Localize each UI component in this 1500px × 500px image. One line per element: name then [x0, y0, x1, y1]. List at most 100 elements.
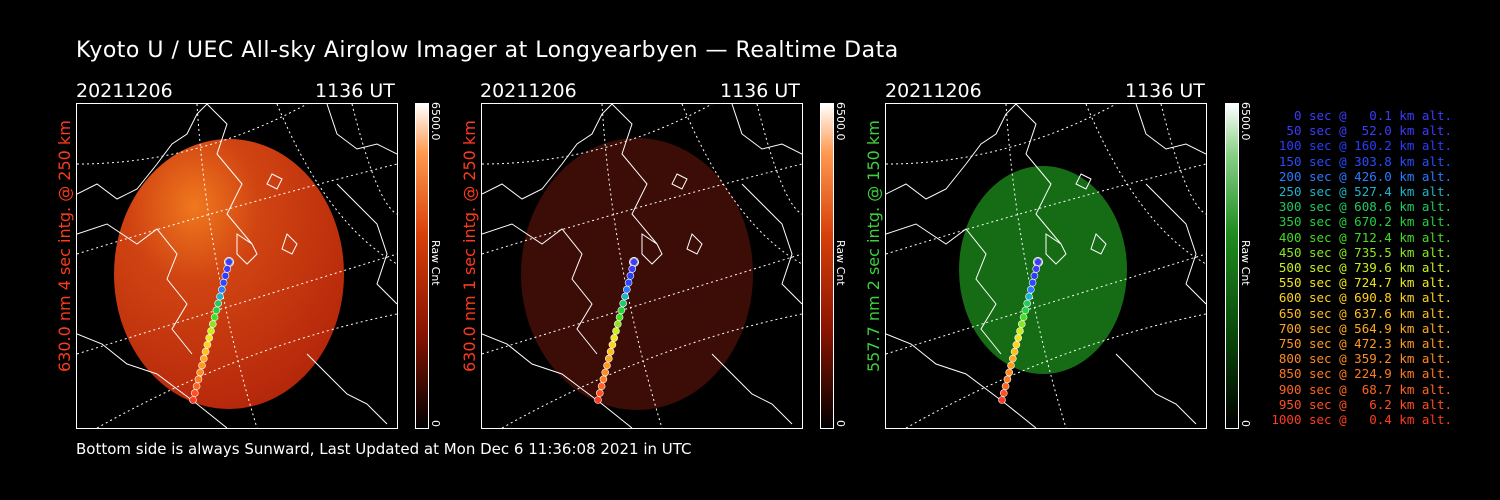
coastline — [326, 104, 397, 155]
panel-1-colorbar — [415, 103, 429, 429]
legend-entry: 400 sec @ 712.4 km alt. — [1278, 229, 1452, 245]
grid-line — [351, 104, 397, 215]
grid-line — [276, 104, 397, 265]
coastline — [336, 183, 397, 305]
trajectory-point — [192, 382, 201, 391]
panel-3-image — [885, 103, 1207, 429]
coastline — [686, 233, 703, 255]
panel-2-colorbar-max: 6500.0 — [834, 102, 847, 141]
coastline — [482, 333, 633, 428]
trajectory-point — [216, 292, 224, 301]
panel-2-colorbar-unit: Raw Cnt — [834, 240, 847, 286]
panel-3-colorbar-unit: Raw Cnt — [1239, 240, 1252, 286]
trajectory-point — [1003, 375, 1012, 384]
trajectory-point — [1034, 258, 1042, 266]
panel-2-map — [482, 104, 802, 428]
trajectory-point — [603, 361, 611, 370]
coastline — [711, 353, 793, 425]
coastline — [1115, 353, 1197, 425]
panel-2-time: 1136 UT — [720, 80, 800, 102]
grid-line — [1005, 104, 1067, 428]
legend-entry: 500 sec @ 739.6 km alt. — [1278, 260, 1452, 276]
trajectory-point — [1027, 285, 1035, 294]
trajectory-point — [1018, 320, 1026, 328]
panel-3-coastline — [886, 104, 1206, 428]
trajectory-point — [225, 258, 233, 266]
legend-entry: 750 sec @ 472.3 km alt. — [1278, 336, 1452, 352]
grid-line — [886, 253, 1206, 355]
coastline — [1015, 104, 1062, 245]
legend-entry: 300 sec @ 608.6 km alt. — [1278, 199, 1452, 215]
trajectory-point — [1030, 272, 1039, 280]
legend-entry: 900 sec @ 68.7 km alt. — [1278, 381, 1452, 397]
trajectory-point — [1010, 347, 1019, 356]
coastline — [1135, 104, 1206, 155]
trajectory-point — [209, 320, 217, 328]
legend-entry: 650 sec @ 637.6 km alt. — [1278, 305, 1452, 321]
trajectory-point — [1019, 313, 1028, 321]
legend-entry: 50 sec @ 52.0 km alt. — [1286, 123, 1452, 139]
trajectory-point — [203, 341, 212, 349]
coastline — [77, 223, 193, 355]
trajectory-point — [1009, 354, 1017, 363]
trajectory-point — [194, 375, 203, 384]
grid-line — [77, 163, 397, 255]
trajectory-point — [191, 389, 199, 397]
trajectory-point — [1028, 278, 1037, 287]
trajectory-point — [998, 396, 1006, 404]
grid-line — [196, 104, 258, 428]
grid-line — [96, 313, 397, 428]
trajectory-point — [596, 389, 604, 397]
panel-3-date: 20211206 — [885, 80, 982, 102]
trajectory-point — [196, 368, 204, 377]
trajectory-point — [628, 265, 636, 273]
panel-1-ylabel: 630.0 nm 4 sec intg. @ 250 km — [55, 120, 74, 372]
coastline — [886, 223, 1002, 355]
trajectory-point — [1000, 389, 1008, 397]
panel-2-coastline — [482, 104, 802, 428]
trajectory-point — [606, 347, 615, 356]
coastline — [77, 333, 228, 428]
trajectory-point — [1023, 299, 1031, 308]
trajectory-point — [1007, 361, 1015, 370]
coastline — [266, 173, 283, 190]
trajectory-point — [619, 299, 627, 308]
panel-2-sky-disc — [521, 138, 753, 410]
legend-entry: 350 sec @ 670.2 km alt. — [1278, 214, 1452, 230]
legend-entry: 1000 sec @ 0.4 km alt. — [1271, 412, 1452, 428]
trajectory-point — [201, 347, 210, 356]
panel-3-grid — [886, 104, 1206, 428]
trajectory-point — [626, 272, 635, 280]
trajectory-point — [608, 341, 617, 349]
page-title: Kyoto U / UEC All-sky Airglow Imager at … — [76, 38, 899, 63]
trajectory-point — [601, 368, 609, 377]
panel-1-date: 20211206 — [76, 80, 173, 102]
panel-1-sky-disc — [114, 139, 344, 409]
panel-3-ylabel: 557.7 nm 2 sec intg. @ 150 km — [864, 120, 883, 372]
grid-line — [756, 104, 802, 215]
trajectory-point — [599, 375, 608, 384]
trajectory-point — [1012, 341, 1021, 349]
trajectory-point — [621, 292, 629, 301]
legend-entry: 950 sec @ 6.2 km alt. — [1278, 396, 1452, 412]
grid-line — [681, 104, 802, 265]
coastline — [741, 183, 802, 305]
panel-1-grid — [77, 104, 397, 428]
coastline — [77, 104, 208, 200]
panel-3-sky-disc — [959, 166, 1127, 374]
panel-3-trajectory — [998, 257, 1043, 404]
trajectory-point — [630, 258, 638, 266]
panel-3-colorbar-min: 0 — [1239, 420, 1252, 427]
panel-3-time: 1136 UT — [1125, 80, 1205, 102]
trajectory-point — [615, 313, 624, 321]
coastline — [1090, 233, 1107, 255]
coastline — [886, 333, 1037, 428]
panel-3-colorbar — [1225, 103, 1239, 429]
coastline — [1145, 183, 1206, 305]
panel-3-colorbar-max: 6500.0 — [1239, 102, 1252, 141]
trajectory-point — [612, 327, 620, 335]
panel-1-time: 1136 UT — [315, 80, 395, 102]
trajectory-point — [1025, 292, 1033, 301]
legend-entry: 200 sec @ 426.0 km alt. — [1278, 168, 1452, 184]
panel-2-ylabel: 630.0 nm 1 sec intg. @ 250 km — [460, 120, 479, 372]
